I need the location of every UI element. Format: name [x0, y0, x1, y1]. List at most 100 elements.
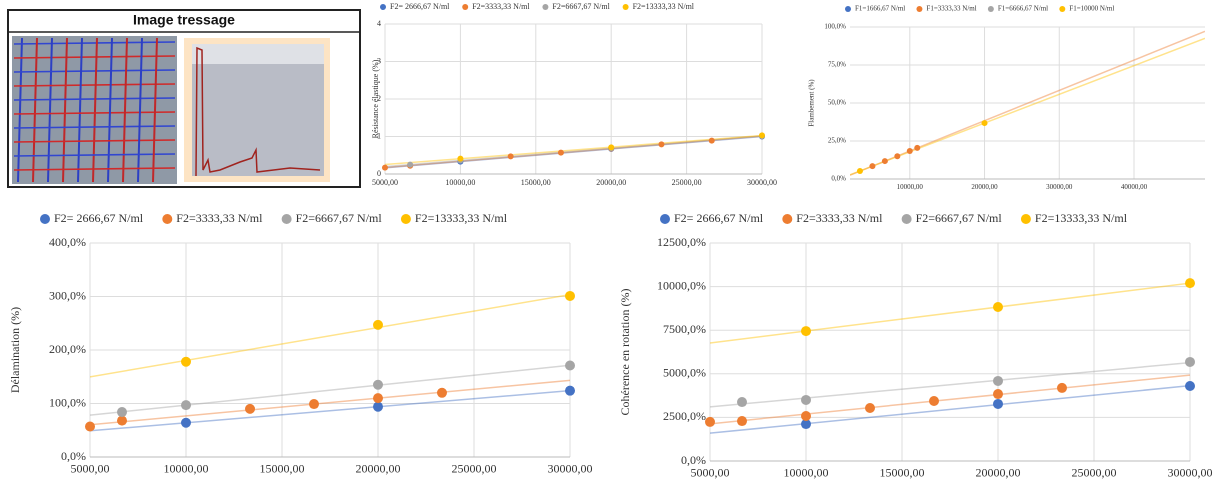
- point: [373, 401, 383, 412]
- braid-strand: [13, 125, 176, 129]
- x-tick-label: 30000,00: [747, 178, 777, 187]
- point: [557, 149, 564, 156]
- y-tick-label: 3: [377, 56, 381, 65]
- point: [382, 164, 388, 171]
- point: [929, 396, 940, 407]
- point: [565, 360, 575, 371]
- x-tick-label: 25000,00: [452, 462, 497, 476]
- point: [407, 161, 414, 168]
- x-tick-label: 5000,00: [71, 462, 110, 476]
- point: [1185, 278, 1195, 289]
- legend-label: F2=13333,33 N/ml: [633, 2, 695, 11]
- point: [244, 403, 255, 414]
- legend-marker: [40, 214, 50, 224]
- trendline: [850, 37, 1205, 176]
- x-tick-label: 40000,00: [1121, 183, 1148, 191]
- y-tick-label: 2: [377, 94, 381, 103]
- point: [894, 153, 901, 160]
- y-tick-label: 7500,0%: [663, 322, 706, 336]
- y-tick-label: 0,0%: [681, 453, 706, 467]
- x-tick-label: 10000,00: [445, 178, 475, 187]
- braid-strand: [47, 37, 53, 183]
- y-axis-label: Délamination (%): [8, 307, 22, 393]
- legend-label: F2=6667,67 N/ml: [916, 211, 1003, 225]
- legend-label: F2=3333,33 N/ml: [472, 2, 530, 11]
- legend-marker: [660, 214, 670, 224]
- y-tick-label: 4: [377, 19, 381, 28]
- point: [705, 416, 715, 427]
- legend-marker: [162, 214, 173, 224]
- y-axis-label: Flambement (%): [808, 79, 816, 127]
- x-tick-label: 5000,00: [372, 178, 398, 187]
- point: [737, 416, 748, 427]
- point: [181, 356, 191, 367]
- point: [181, 400, 191, 411]
- point: [737, 397, 748, 408]
- sim-curve: [195, 46, 321, 177]
- trendline: [710, 282, 1190, 344]
- braid-strand: [32, 37, 38, 183]
- point: [881, 158, 888, 165]
- point: [117, 407, 128, 418]
- legend-marker: [380, 4, 386, 10]
- x-tick-label: 20000,00: [356, 462, 401, 476]
- point: [608, 144, 615, 151]
- braid-strand: [13, 55, 176, 59]
- braid-strand: [77, 37, 83, 183]
- y-tick-label: 0,0%: [61, 449, 86, 463]
- braid-strand: [13, 153, 176, 157]
- trendline: [385, 135, 762, 168]
- trendline: [385, 135, 762, 169]
- point: [1185, 381, 1195, 392]
- point: [906, 148, 913, 155]
- y-tick-label: 2500,0%: [663, 409, 706, 423]
- legend-label: F2=13333,33 N/ml: [1035, 211, 1128, 225]
- legend-marker: [987, 6, 994, 12]
- legend-label: F2= 2666,67 N/ml: [390, 2, 450, 11]
- point: [565, 385, 575, 396]
- trendline: [710, 374, 1190, 425]
- x-tick-label: 20000,00: [971, 183, 998, 191]
- point: [309, 399, 320, 410]
- y-tick-label: 0: [377, 169, 381, 178]
- y-tick-label: 100,0%: [49, 395, 86, 409]
- legend-marker: [1059, 6, 1066, 12]
- x-tick-label: 5000,00: [691, 466, 730, 480]
- point: [181, 417, 191, 428]
- braid-strand: [13, 83, 176, 87]
- y-tick-label: 1: [377, 131, 381, 140]
- point: [993, 302, 1003, 313]
- panel-title: Image tressage: [133, 12, 235, 28]
- y-tick-label: 200,0%: [49, 342, 86, 356]
- legend-marker: [622, 4, 629, 10]
- legend-label: F2= 2666,67 N/ml: [674, 211, 764, 225]
- braid-strand: [13, 167, 176, 171]
- point: [993, 389, 1003, 400]
- braid-strand: [13, 69, 176, 73]
- x-tick-label: 10000,00: [784, 466, 829, 480]
- point: [864, 402, 875, 413]
- trendline: [710, 384, 1190, 434]
- point: [457, 155, 464, 162]
- y-tick-label: 10000,0%: [657, 278, 706, 292]
- x-tick-label: 25000,00: [672, 178, 702, 187]
- y-tick-label: 75,0%: [828, 61, 846, 69]
- point: [801, 411, 811, 422]
- legend-marker: [542, 4, 549, 10]
- point: [708, 137, 715, 144]
- simulation-image: [184, 38, 330, 182]
- point: [658, 141, 665, 148]
- point: [993, 398, 1003, 409]
- point: [565, 290, 575, 301]
- x-tick-label: 30000,00: [1168, 466, 1213, 480]
- trendline: [90, 364, 570, 416]
- point: [993, 375, 1003, 386]
- legend-label: F1=10000 N/ml: [1069, 5, 1114, 13]
- legend-marker: [400, 214, 411, 224]
- point: [117, 415, 128, 426]
- y-axis-label: Cohérence en rotation (%): [618, 289, 632, 416]
- braid-strand: [62, 37, 68, 183]
- legend-label: F1=1666,67 N/ml: [855, 5, 905, 13]
- legend-label: F2= 2666,67 N/ml: [54, 211, 144, 225]
- legend-marker: [782, 214, 793, 224]
